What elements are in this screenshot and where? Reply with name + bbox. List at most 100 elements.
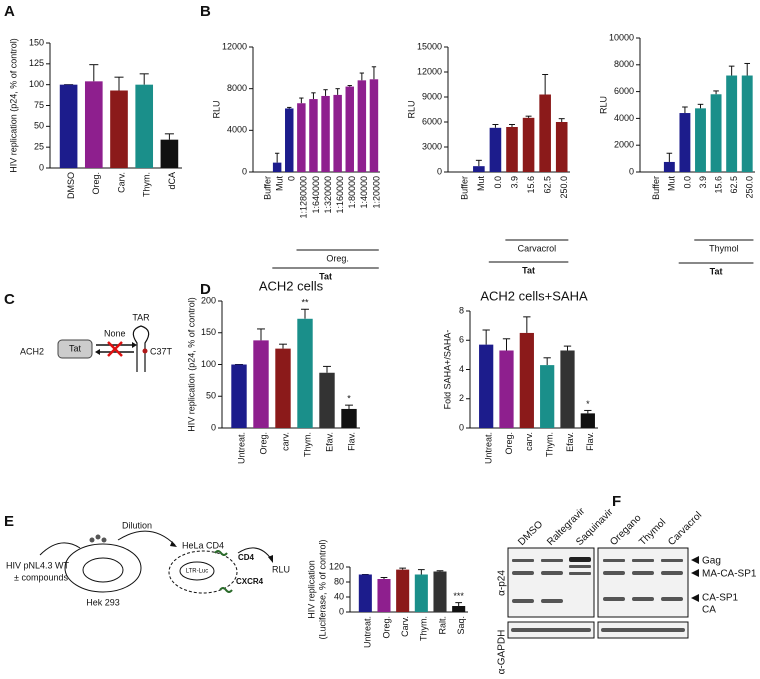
bar [358,574,372,612]
x-tick-label: 62.5 [729,176,739,194]
band [541,599,563,603]
x-tick-label: Buffer [460,176,470,200]
diagram-e: HIV pNL4.3 WT ± compounds Hek 293 Diluti… [6,520,290,607]
panel-letters: A B C D E F [4,3,621,530]
antibody-label: α-p24 [497,570,508,596]
y-tick-label: 4000 [227,125,247,135]
group-label: Carvacrol [518,243,557,253]
x-tick-label: Thym. [302,432,312,457]
x-tick-label: Oreg. [91,172,101,195]
y-tick-label: 125 [29,58,44,68]
x-tick-label: 3.9 [509,176,519,189]
y-axis-label: RLU [406,100,416,118]
y-tick-label: 12000 [417,66,442,76]
bar [479,344,494,428]
band [512,599,534,603]
arrowhead [691,594,699,602]
y-tick-label: 2000 [614,140,634,150]
band [569,572,591,575]
bar [110,90,128,168]
bar [710,94,722,172]
x-tick-label: Flav. [346,432,356,451]
band [661,559,683,562]
x-tick-label: 1:1280000 [299,176,309,219]
treatment-label: ± compounds [14,572,68,582]
western-blot: DMSO Raltegravir Saquinavir Oregano Thym… [497,506,757,675]
arrowhead [691,556,699,564]
cell [64,543,142,593]
bar [473,166,485,172]
receptor-label: CD4 [238,553,255,562]
receptor [214,550,228,556]
group-label: Tat [319,271,332,281]
bar [135,84,154,168]
y-tick-label: 15000 [417,41,442,51]
y-axis-label: HIV replication (p24, % of control) [8,38,18,173]
x-tick-label: 62.5 [543,176,553,194]
group-label: Thymol [709,243,739,253]
x-tick-label: Untreat. [484,432,494,464]
x-tick-label: 0.0 [682,176,692,189]
x-tick-label: 1:320000 [323,176,333,214]
x-tick-label: Thym. [545,432,555,457]
arrowhead [268,555,273,563]
y-tick-label: 6 [459,335,464,345]
x-tick-label: Carv. [400,616,410,637]
band [632,559,654,562]
bar [59,84,78,168]
band [603,559,625,562]
y-tick-label: 120 [329,561,344,571]
bar [297,318,313,428]
group-label: Tat [710,266,723,276]
significance: * [586,399,590,409]
panel-letter: B [200,3,211,20]
cross [107,341,123,357]
bar [555,122,568,172]
x-tick-label: Thym. [142,172,152,197]
band [569,565,591,568]
bar [309,99,318,172]
bands [511,557,685,632]
x-tick-label: Oreg. [381,616,391,639]
x-tick-label: 250.0 [745,176,755,199]
y-tick-label: 100 [29,79,44,89]
x-tick-label: Carv. [116,172,126,193]
x-tick-label: Thym. [419,616,429,641]
x-tick-label: Buffer [262,176,272,200]
virion [101,537,107,543]
bar [663,161,675,172]
x-tick-label: Oreg. [258,432,268,455]
significance: *** [453,591,464,601]
step-label: Dilution [122,520,152,530]
bar [506,127,518,172]
mutation-dot [142,348,148,354]
y-tick-label: 4 [459,364,464,374]
y-tick-label: 0 [39,162,44,172]
lane-labels: DMSO Raltegravir Saquinavir Oregano Thym… [516,506,704,548]
band [601,628,685,632]
y-axis-label: HIV replication (p24, % of control) [186,297,196,432]
bar [253,340,269,428]
x-tick-label: Untreat. [363,616,373,648]
bar [297,103,306,172]
y-tick-label: 200 [201,295,216,305]
lane-label: DMSO [516,519,545,548]
bar [433,571,447,612]
y-tick-label: 8000 [227,83,247,93]
significance: * [347,394,351,404]
y-tick-label: 0 [459,422,464,432]
band [603,571,625,575]
x-tick-label: 0 [287,176,297,181]
mutation-label: C37T [150,346,173,356]
x-tick-label: carv. [280,432,290,451]
y-tick-label: 12000 [222,41,247,51]
y-tick-label: 6000 [422,116,442,126]
y-tick-label: 80 [334,576,344,586]
y-tick-label: 150 [29,37,44,47]
y-tick-label: 50 [34,121,44,131]
x-tick-label: 1:40000 [359,176,369,209]
y-tick-label: 8000 [614,59,634,69]
band [541,571,563,575]
bar [321,95,330,172]
bar [341,408,357,428]
